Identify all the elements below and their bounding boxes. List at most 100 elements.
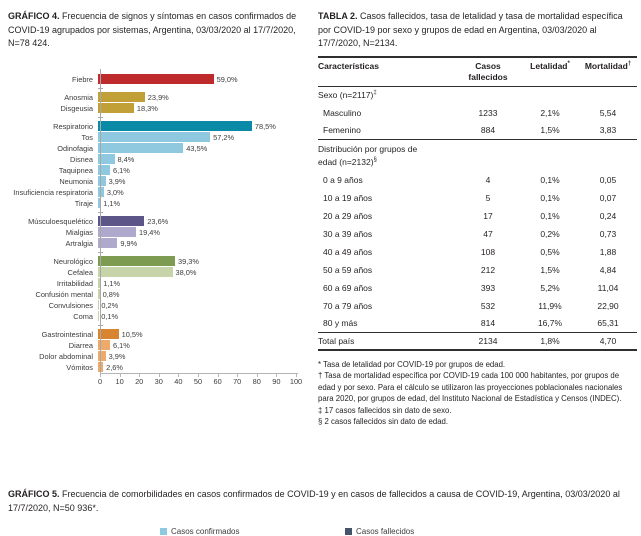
bar-value: 18,3% (137, 104, 158, 113)
bar-label: Tos (8, 133, 97, 142)
chart-group-gap (8, 85, 306, 92)
bar-plot: 3,0% (97, 187, 306, 197)
footnote: * Tasa de letalidad por COVID-19 por gru… (318, 359, 637, 371)
table-cell: 47 (455, 229, 521, 239)
table-cell: 0,1% (521, 211, 579, 221)
bar-plot: 0,1% (97, 311, 306, 321)
bar (98, 267, 173, 277)
header-superscript: † (628, 61, 631, 67)
table-cell: 80 y más (318, 318, 455, 328)
bar (98, 92, 145, 102)
bar-label: Irritabilidad (8, 279, 97, 288)
table-cell: 1233 (455, 108, 521, 118)
bar-plot: 3,9% (97, 351, 306, 361)
bar-value: 0,1% (101, 312, 118, 321)
grafico5-title-label: GRÁFICO 5. (8, 489, 60, 499)
bar-label: Músculoesquelético (8, 217, 97, 226)
bar-plot: 0,2% (97, 300, 306, 310)
bar (98, 227, 136, 237)
bar (98, 176, 106, 186)
table-cell: Masculino (318, 108, 455, 118)
x-tick-label: 100 (290, 377, 302, 386)
table-cell: 4,70 (579, 336, 637, 346)
bar (98, 351, 106, 361)
bar-value: 1,1% (103, 279, 120, 288)
table-cell: 4,84 (579, 265, 637, 275)
table-cell: 11,04 (579, 283, 637, 293)
table-cell: 30 a 39 años (318, 229, 455, 239)
table-cell: 0,07 (579, 193, 637, 203)
bar-label: Confusión mental (8, 290, 97, 299)
table-cell: 11,9% (521, 301, 579, 311)
legend-swatch (160, 528, 167, 535)
table-cell: 108 (455, 247, 521, 257)
bar-label: Cefalea (8, 268, 97, 277)
table-cell: Total país (318, 336, 455, 346)
table-cell: Femenino (318, 125, 455, 135)
bar-plot: 0,8% (97, 289, 306, 299)
bar-row: Irritabilidad 1,1% (8, 278, 306, 289)
bar-value: 2,6% (106, 363, 123, 372)
bar-label: Neumonia (8, 177, 97, 186)
table-cell: 1,5% (521, 265, 579, 275)
bar-label: Gastrointestinal (8, 330, 97, 339)
x-tick-label: 40 (174, 377, 182, 386)
bar-row: Confusión mental 0,8% (8, 289, 306, 300)
table-cell: 2,1% (521, 108, 579, 118)
bar (98, 132, 210, 142)
table-cell: 884 (455, 125, 521, 135)
table-cell: 0 a 9 años (318, 175, 455, 185)
table-section-label: Distribución por grupos de (318, 143, 637, 156)
bar-plot: 59,0% (97, 74, 306, 84)
table-cell: 40 a 49 años (318, 247, 455, 257)
section-superscript: § (374, 157, 377, 163)
bar (98, 143, 183, 153)
bar (98, 187, 104, 197)
x-tick-label: 10 (115, 377, 123, 386)
bar-value: 78,5% (255, 122, 276, 131)
table-header-cell: Letalidad* (521, 61, 579, 83)
table-cell: 60 a 69 años (318, 283, 455, 293)
bar-label: Odinofagia (8, 144, 97, 153)
bar-value: 8,4% (118, 155, 135, 164)
table-cell: 0,73 (579, 229, 637, 239)
bar-label: Dolor abdominal (8, 352, 97, 361)
bar-value: 19,4% (139, 228, 160, 237)
chart-group-gap (8, 322, 306, 329)
grafico5-figure: GRÁFICO 5. Frecuencia de comorbilidades … (8, 488, 637, 515)
grafico4-figure: GRÁFICO 4. Frecuencia de signos y síntom… (8, 10, 306, 387)
bar (98, 289, 100, 299)
bar-value: 38,0% (176, 268, 197, 277)
table-cell: 814 (455, 318, 521, 328)
bar-plot: 1,1% (97, 278, 306, 288)
bar-row: Cefalea 38,0% (8, 267, 306, 278)
bar-value: 0,8% (103, 290, 120, 299)
grafico5-title-text: Frecuencia de comorbilidades en casos co… (8, 489, 620, 513)
bar-plot: 10,5% (97, 329, 306, 339)
bar-plot: 23,6% (97, 216, 306, 226)
bar-value: 23,6% (147, 217, 168, 226)
bar-value: 59,0% (217, 75, 238, 84)
bar-label: Disgeusia (8, 104, 97, 113)
x-tick-label: 60 (213, 377, 221, 386)
chart-group-gap (8, 209, 306, 216)
bar-plot: 57,2% (97, 132, 306, 142)
